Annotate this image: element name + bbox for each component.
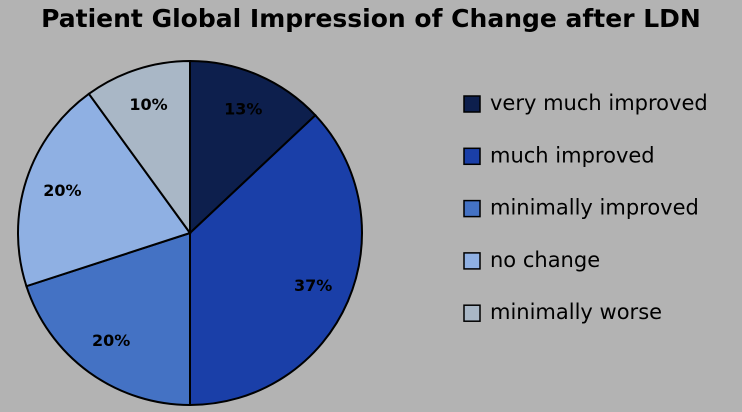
data-label: 20% [43,181,81,200]
pie-slice [17,92,192,288]
pie-slice [189,113,363,407]
pie-slice [25,231,191,407]
legend-swatch [463,147,481,166]
pie-slice [87,59,191,237]
data-label: 10% [129,95,167,114]
legend-swatch [463,252,481,270]
data-label: 20% [92,331,130,350]
legend-label: much improved [490,143,655,167]
legend-label: minimally improved [490,196,699,220]
legend-label: minimally worse [490,300,662,324]
chart-title: Patient Global Impression of Change afte… [41,4,701,33]
legend-label: no change [490,248,600,272]
data-label: 37% [294,276,332,295]
pie-slice [189,59,317,236]
data-label: 13% [224,99,262,118]
legend-label: very much improved [490,91,708,115]
legend-swatch [463,304,481,322]
legend-swatch [463,199,481,218]
legend-swatch [463,95,481,113]
